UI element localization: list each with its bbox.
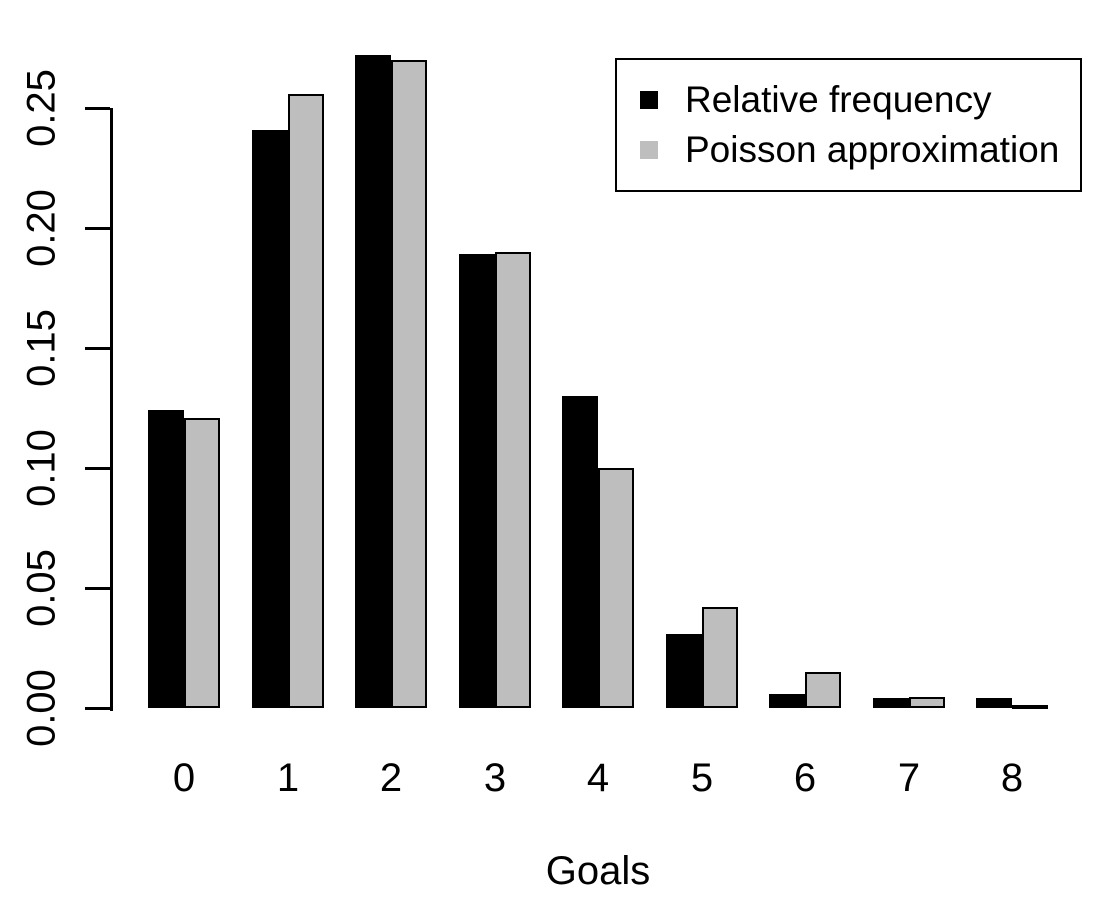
bar-3-poisson-approximation [495,252,531,708]
x-tick-label: 1 [276,756,300,800]
y-tick-label: 0.15 [19,309,64,387]
bar-6-relative-frequency [769,694,805,708]
y-tick [85,707,110,710]
bar-3-relative-frequency [459,254,495,708]
x-tick-label: 6 [793,756,817,800]
bar-2-poisson-approximation [391,60,427,708]
bar-8-poisson-approximation [1012,705,1048,709]
y-tick [85,467,110,470]
y-tick [85,227,110,230]
bar-1-relative-frequency [252,130,288,708]
y-tick [85,587,110,590]
x-tick-label: 8 [1000,756,1024,800]
legend-label-poisson-approximation: Poisson approximation [685,129,1060,170]
x-axis-title: Goals [545,849,651,893]
y-tick-label: 0.00 [19,669,64,747]
y-tick-label: 0.20 [19,189,64,267]
legend-swatch-relative-frequency-icon [640,91,658,109]
y-tick-label: 0.25 [19,69,64,147]
y-tick-label: 0.10 [19,429,64,507]
bar-7-relative-frequency [873,698,909,708]
bar-0-poisson-approximation [184,418,220,708]
y-axis-line [110,108,113,711]
legend-item-poisson-approximation: Poisson approximation [640,125,1080,175]
legend-item-relative-frequency: Relative frequency [640,75,1080,125]
legend-label-relative-frequency: Relative frequency [685,79,992,120]
bar-1-poisson-approximation [288,94,324,708]
legend-swatch-poisson-approximation-icon [640,141,658,159]
bar-2-relative-frequency [355,55,391,708]
bar-8-relative-frequency [976,698,1012,708]
y-tick [85,107,110,110]
x-tick-label: 7 [897,756,921,800]
legend: Relative frequency Poisson approximation [615,58,1082,192]
x-tick-label: 4 [586,756,610,800]
bar-5-poisson-approximation [702,607,738,708]
bar-7-poisson-approximation [909,697,945,708]
bar-5-relative-frequency [666,634,702,708]
x-tick-label: 0 [172,756,196,800]
y-tick-label: 0.05 [19,549,64,627]
bar-6-poisson-approximation [805,672,841,708]
bar-0-relative-frequency [148,410,184,708]
y-tick [85,347,110,350]
bar-4-relative-frequency [562,396,598,708]
bar-4-poisson-approximation [598,468,634,708]
x-tick-label: 3 [483,756,507,800]
x-tick-label: 5 [690,756,714,800]
x-tick-label: 2 [379,756,403,800]
